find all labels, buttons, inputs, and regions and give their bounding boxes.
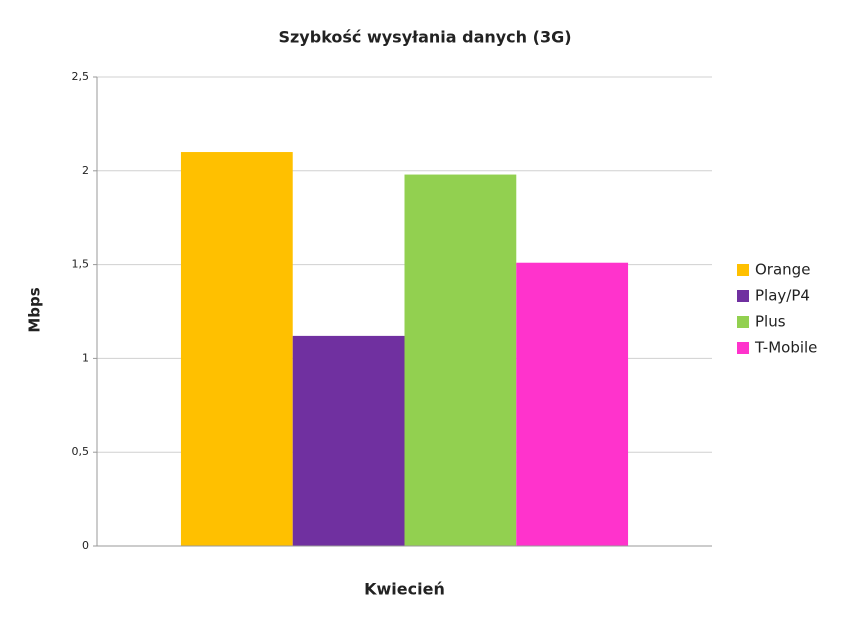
legend-swatch bbox=[737, 264, 749, 276]
x-tick-label: Kwiecień bbox=[364, 580, 445, 599]
legend-swatch bbox=[737, 316, 749, 328]
y-axis-title: Mbps bbox=[26, 287, 44, 332]
legend-swatch bbox=[737, 342, 749, 354]
chart-title: Szybkość wysyłania danych (3G) bbox=[278, 28, 571, 47]
y-tick-label: 0,5 bbox=[72, 445, 90, 458]
bar bbox=[180, 152, 293, 547]
y-tick-label: 2,5 bbox=[72, 70, 90, 83]
y-tick-label: 1 bbox=[82, 351, 89, 364]
y-tick-label: 1,5 bbox=[72, 258, 90, 271]
bar bbox=[292, 335, 405, 546]
legend-label: Orange bbox=[755, 261, 810, 279]
bar bbox=[516, 262, 629, 546]
bar bbox=[404, 174, 517, 546]
legend-label: Plus bbox=[755, 313, 786, 331]
legend-label: Play/P4 bbox=[755, 287, 810, 305]
y-tick-label: 0 bbox=[82, 539, 89, 552]
legend-swatch bbox=[737, 290, 749, 302]
legend-label: T-Mobile bbox=[754, 339, 817, 357]
y-tick-label: 2 bbox=[82, 164, 89, 177]
